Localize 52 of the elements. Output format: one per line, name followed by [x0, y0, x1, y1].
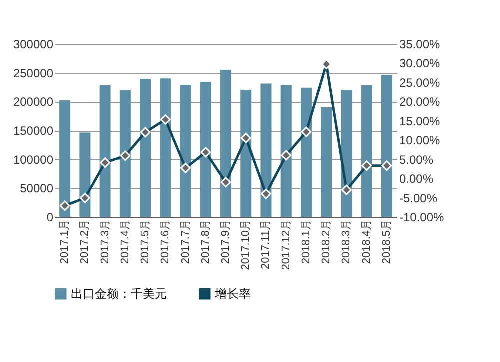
bar [240, 90, 252, 217]
legend-label: 出口金额：千美元 [71, 287, 167, 301]
x-tick-label: 2018.4月 [360, 220, 373, 264]
bar [100, 86, 111, 217]
y2-tick-label: 0.00% [400, 172, 434, 186]
bar [361, 86, 372, 217]
x-tick-label: 2017.1月 [59, 220, 72, 264]
bar [80, 132, 91, 217]
x-tick-label: 2017.5月 [140, 220, 152, 264]
bar [200, 82, 212, 217]
bar [260, 84, 272, 217]
bar [140, 79, 152, 217]
y-tick-label: 250000 [13, 66, 54, 80]
x-tick-label: 2018.2月 [320, 220, 333, 264]
bar [160, 78, 172, 217]
y2-tick-label: 35.00% [400, 38, 441, 52]
x-tick-label: 2017.7月 [180, 220, 192, 264]
y-tick-label: 200000 [13, 95, 54, 110]
y2-tick-label: 20.00% [400, 95, 441, 110]
x-tick-label: 2017.8月 [200, 220, 212, 264]
bar [120, 90, 131, 217]
x-tick-label: 2017.12月 [280, 220, 292, 270]
bar [381, 75, 392, 217]
legend-label: 增长率 [214, 287, 251, 301]
x-tick-label: 2018.5月 [380, 220, 393, 264]
y-tick-label: 0 [46, 210, 54, 224]
bar [220, 70, 232, 217]
bar [280, 84, 292, 217]
y2-tick-label: 25.00% [400, 76, 441, 90]
x-tick-label: 2017.11月 [260, 220, 272, 270]
x-tick-label: 2017.2月 [79, 220, 92, 264]
x-tick-label: 2017.10月 [240, 220, 252, 270]
x-tick-label: 2017.3月 [99, 220, 112, 264]
y-tick-label: 300000 [13, 38, 54, 52]
x-tick-label: 2017.4月 [119, 220, 132, 264]
y2-tick-label: 10.00% [400, 134, 441, 148]
y2-tick-label: -5.00% [400, 191, 438, 206]
x-tick-label: 2018.1月 [300, 220, 312, 264]
bar [300, 88, 312, 217]
bar [321, 107, 332, 217]
y-tick-label: 150000 [13, 124, 54, 138]
y2-tick-label: 5.00% [400, 152, 434, 167]
x-tick-label: 2017.9月 [220, 220, 232, 264]
y2-tick-label: 30.00% [400, 56, 441, 71]
y-tick-label: 100000 [13, 152, 54, 167]
y2-tick-label: -10.00% [400, 210, 445, 224]
y-tick-label: 50000 [20, 182, 54, 196]
bar [60, 100, 71, 217]
bar [180, 84, 192, 217]
y2-tick-label: 15.00% [400, 114, 441, 128]
x-tick-label: 2018.3月 [340, 220, 353, 264]
x-tick-label: 2017.6月 [160, 220, 172, 264]
